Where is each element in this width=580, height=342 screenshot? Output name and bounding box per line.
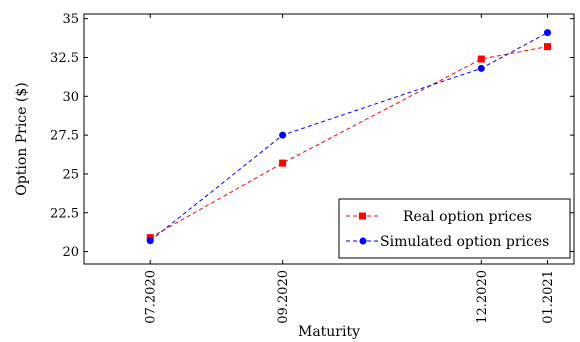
data-point	[477, 64, 485, 72]
data-point	[544, 43, 552, 51]
legend-marker-simulated	[359, 237, 367, 245]
y-axis-label: Option Price ($)	[14, 82, 30, 195]
legend: Real option prices Simulated option pric…	[338, 198, 571, 259]
series-layer	[146, 29, 552, 245]
y-tick-label: 32.5	[50, 51, 79, 66]
x-axis-label: Maturity	[298, 324, 360, 340]
y-tick-label: 27.5	[50, 129, 79, 144]
legend-label-real: Real option prices	[403, 209, 532, 225]
x-axis-ticks: 07.2020 09.2020 12.2020 01.2021	[144, 14, 556, 324]
legend-label-simulated: Simulated option prices	[380, 234, 549, 250]
y-tick-label: 30	[62, 90, 79, 105]
data-point	[279, 131, 287, 139]
series-1	[146, 29, 552, 245]
legend-marker-real	[359, 212, 366, 220]
x-tick-label: 12.2020	[475, 270, 490, 324]
x-tick-label: 01.2021	[541, 270, 556, 324]
legend-box	[338, 198, 571, 259]
x-tick-label: 09.2020	[276, 270, 291, 324]
data-point	[477, 55, 485, 63]
data-point	[279, 159, 287, 167]
y-tick-label: 20	[62, 245, 79, 260]
data-point	[544, 29, 552, 37]
y-axis-ticks: 20 22.5 25 27.5 30 32.5 35	[50, 12, 574, 260]
y-tick-label: 25	[62, 167, 79, 182]
y-tick-label: 35	[62, 12, 79, 27]
series-line	[149, 46, 548, 239]
x-tick-label: 07.2020	[144, 270, 159, 324]
data-point	[146, 237, 154, 245]
plot-area-frame	[83, 13, 575, 265]
y-tick-label: 22.5	[50, 206, 79, 221]
series-line	[149, 32, 548, 242]
